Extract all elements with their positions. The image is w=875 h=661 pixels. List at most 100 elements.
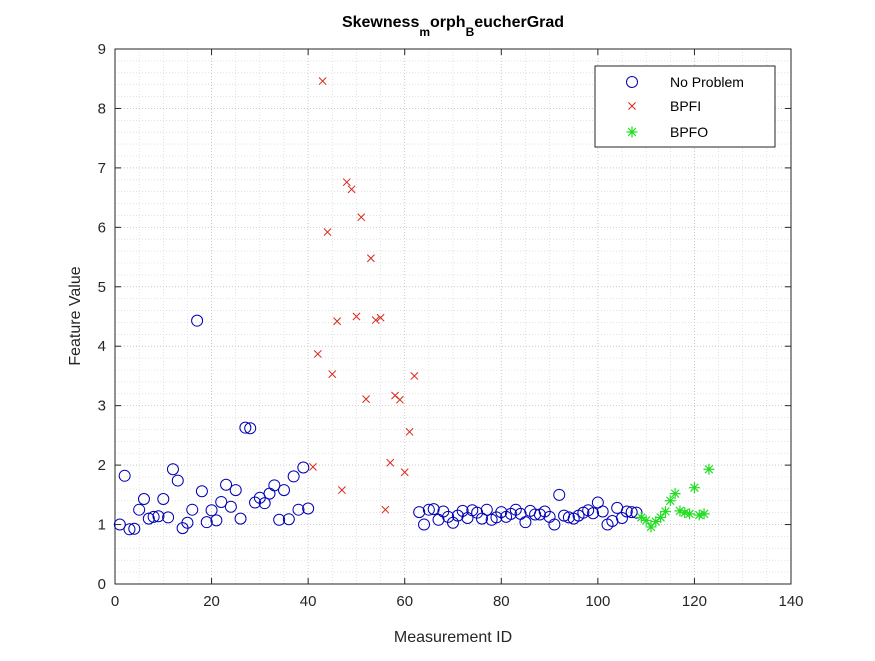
x-tick-label: 80 bbox=[493, 593, 510, 610]
data-point-no-problem bbox=[553, 488, 566, 501]
data-point-bpfi bbox=[366, 254, 375, 263]
data-point-bpfo bbox=[635, 511, 647, 523]
data-point-no-problem bbox=[504, 507, 517, 520]
data-point-no-problem bbox=[548, 518, 561, 531]
y-tick-label: 8 bbox=[98, 100, 106, 117]
legend-box bbox=[594, 65, 776, 148]
data-point-no-problem bbox=[495, 506, 508, 519]
data-point-no-problem bbox=[229, 484, 242, 497]
data-point-no-problem bbox=[123, 523, 136, 536]
data-point-bpfo bbox=[664, 495, 676, 507]
data-point-no-problem bbox=[587, 507, 600, 520]
data-point-no-problem bbox=[244, 422, 257, 435]
data-point-bpfi bbox=[309, 462, 317, 471]
data-point-no-problem bbox=[234, 512, 247, 525]
x-tick-label: 20 bbox=[203, 593, 220, 610]
data-point-bpfi bbox=[386, 458, 395, 467]
data-point-bpfi bbox=[357, 213, 366, 222]
data-point-bpfo bbox=[655, 511, 667, 523]
x-tick-label: 120 bbox=[682, 593, 707, 610]
data-point-bpfi bbox=[328, 370, 337, 379]
data-point-bpfo bbox=[688, 482, 700, 494]
y-tick-label: 2 bbox=[98, 457, 106, 474]
data-point-bpfi bbox=[410, 371, 419, 380]
legend-marker-bpfo bbox=[626, 126, 638, 138]
data-point-no-problem bbox=[210, 514, 223, 527]
data-point-no-problem bbox=[133, 503, 146, 516]
data-point-no-problem bbox=[268, 479, 281, 492]
legend-label-no-problem: No Problem bbox=[670, 74, 744, 90]
data-point-no-problem bbox=[152, 510, 165, 523]
data-point-no-problem bbox=[191, 314, 204, 327]
data-point-no-problem bbox=[292, 503, 305, 516]
data-point-no-problem bbox=[620, 505, 633, 518]
data-point-bpfo bbox=[650, 516, 662, 528]
data-point-bpfi bbox=[371, 316, 380, 325]
data-point-bpfi bbox=[318, 77, 327, 86]
axes-box bbox=[114, 48, 792, 585]
chart-title: SkewnessmorphBeucherGrad bbox=[342, 14, 564, 39]
data-point-no-problem bbox=[630, 506, 643, 519]
data-point-bpfi bbox=[395, 395, 404, 404]
y-tick-label: 9 bbox=[98, 41, 106, 58]
data-point-no-problem bbox=[142, 512, 155, 525]
data-point-no-problem bbox=[451, 509, 464, 522]
data-point-bpfo bbox=[674, 505, 686, 517]
data-point-no-problem bbox=[118, 469, 131, 482]
data-point-no-problem bbox=[625, 506, 638, 519]
data-point-bpfi bbox=[337, 486, 346, 495]
y-tick-label: 5 bbox=[98, 279, 106, 296]
x-tick-label: 100 bbox=[585, 593, 610, 610]
data-point-no-problem bbox=[480, 503, 493, 516]
data-point-no-problem bbox=[186, 503, 199, 516]
axes: 0 20 40 60 80 100 120 140 0 1 2 3 4 5 6 7 8 9 bbox=[98, 41, 804, 610]
data-point-no-problem bbox=[427, 503, 440, 516]
y-tick-label: 7 bbox=[98, 160, 106, 177]
y-tick-label: 4 bbox=[98, 338, 106, 355]
data-point-bpfi bbox=[362, 395, 371, 404]
legend-marker-no-problem bbox=[626, 76, 638, 88]
data-point-no-problem bbox=[166, 463, 179, 476]
data-point-bpfo bbox=[679, 507, 691, 519]
data-point-bpfi bbox=[405, 427, 414, 436]
data-point-no-problem bbox=[519, 516, 532, 529]
data-point-no-problem bbox=[249, 496, 262, 509]
data-point-no-problem bbox=[297, 461, 310, 474]
data-point-bpfi bbox=[333, 317, 342, 326]
data-marks bbox=[113, 77, 715, 536]
data-point-no-problem bbox=[215, 495, 228, 508]
y-axis-label: Feature Value bbox=[67, 266, 84, 365]
data-point-no-problem bbox=[287, 470, 300, 483]
data-point-no-problem bbox=[418, 518, 431, 531]
data-point-no-problem bbox=[195, 485, 208, 498]
data-point-bpfo bbox=[693, 509, 705, 521]
data-point-bpfo bbox=[684, 508, 696, 520]
data-point-no-problem bbox=[302, 502, 315, 515]
data-point-no-problem bbox=[128, 522, 141, 535]
y-tick-label: 0 bbox=[98, 576, 106, 593]
data-point-no-problem bbox=[273, 513, 286, 526]
data-point-no-problem bbox=[562, 511, 575, 524]
data-point-no-problem bbox=[413, 506, 426, 519]
data-point-no-problem bbox=[220, 478, 233, 491]
data-point-no-problem bbox=[113, 518, 126, 531]
data-point-no-problem bbox=[171, 474, 184, 487]
data-point-no-problem bbox=[147, 510, 160, 523]
data-point-no-problem bbox=[137, 492, 150, 505]
legend-label-bpfi: BPFI bbox=[670, 98, 701, 114]
legend-label-bpfo: BPFO bbox=[670, 124, 708, 140]
data-point-no-problem bbox=[616, 512, 628, 525]
data-point-bpfi bbox=[376, 313, 385, 322]
data-point-no-problem bbox=[258, 497, 271, 510]
data-point-bpfi bbox=[400, 468, 409, 477]
data-point-bpfo bbox=[645, 521, 657, 533]
data-point-bpfi bbox=[381, 505, 390, 514]
data-point-bpfo bbox=[659, 505, 671, 517]
data-point-no-problem bbox=[239, 421, 252, 434]
data-point-bpfi bbox=[342, 178, 351, 187]
data-point-bpfi bbox=[323, 228, 332, 237]
data-point-no-problem bbox=[181, 516, 194, 529]
legend-marker-bpfi bbox=[628, 102, 636, 110]
